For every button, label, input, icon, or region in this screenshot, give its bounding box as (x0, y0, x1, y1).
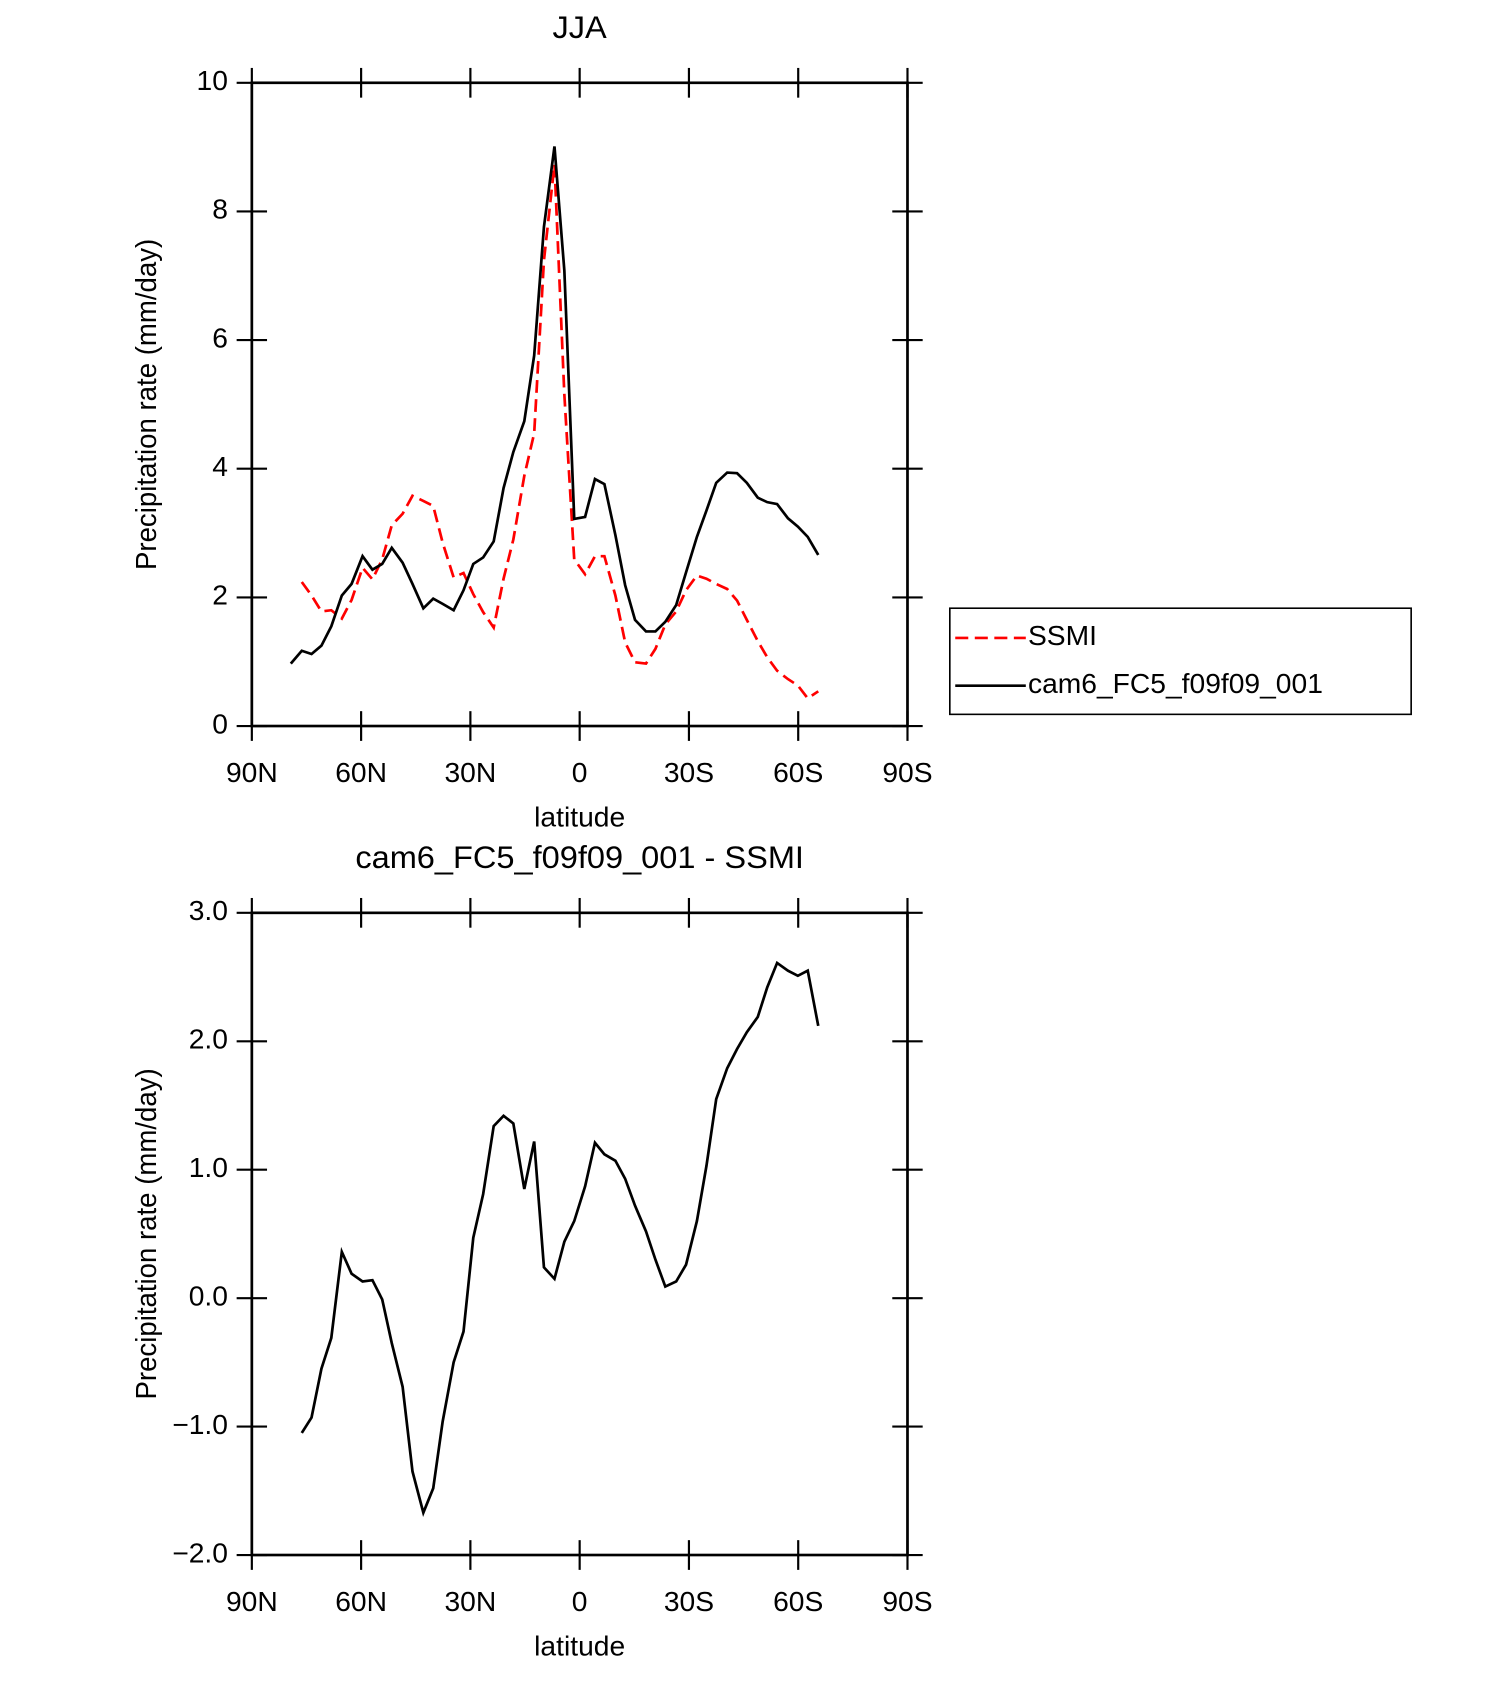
y-tick-label: 1.0 (189, 1152, 228, 1183)
y-axis-label: Precipitation rate (mm/day) (131, 239, 162, 570)
data-line (300, 960, 820, 1517)
x-tick-label: 30S (664, 757, 714, 788)
chart-title: JJA (553, 9, 608, 45)
y-tick-label: −1.0 (172, 1409, 228, 1440)
y-tick-label: 0.0 (189, 1281, 228, 1312)
x-axis-label: latitude (534, 802, 625, 833)
x-tick-label: 0 (572, 757, 588, 788)
x-tick-label: 0 (572, 1586, 588, 1617)
y-tick-label: 6 (212, 323, 228, 354)
x-tick-label: 30N (444, 1586, 496, 1617)
legend-box (949, 607, 1412, 716)
x-tick-label: 30S (664, 1586, 714, 1617)
y-axis-label: Precipitation rate (mm/day) (131, 1068, 162, 1399)
legend-label: cam6_FC5_f09f09_001 (1028, 668, 1323, 699)
x-tick-label: 60N (335, 757, 387, 788)
x-tick-label: 90N (226, 757, 278, 788)
x-tick-label: 30N (444, 757, 496, 788)
x-axis-label: latitude (534, 1631, 625, 1662)
x-tick-label: 90N (226, 1586, 278, 1617)
y-tick-label: 3.0 (189, 895, 228, 926)
data-line (300, 164, 820, 701)
chart-title: cam6_FC5_f09f09_001 - SSMI (355, 839, 804, 875)
y-tick-label: 10 (197, 65, 228, 96)
x-tick-label: 90S (882, 1586, 932, 1617)
legend-label: SSMI (1028, 621, 1097, 652)
y-tick-label: 2.0 (189, 1024, 228, 1055)
plot-frame (250, 81, 909, 728)
x-tick-label: 60S (773, 757, 823, 788)
y-tick-label: 8 (212, 194, 228, 225)
x-tick-label: 60S (773, 1586, 823, 1617)
data-line (289, 146, 820, 665)
y-tick-label: 0 (212, 709, 228, 740)
y-tick-label: 2 (212, 580, 228, 611)
y-tick-label: 4 (212, 451, 228, 482)
x-tick-label: 90S (882, 757, 932, 788)
x-tick-label: 60N (335, 1586, 387, 1617)
plot-frame (250, 911, 909, 1557)
y-tick-label: −2.0 (172, 1538, 228, 1569)
